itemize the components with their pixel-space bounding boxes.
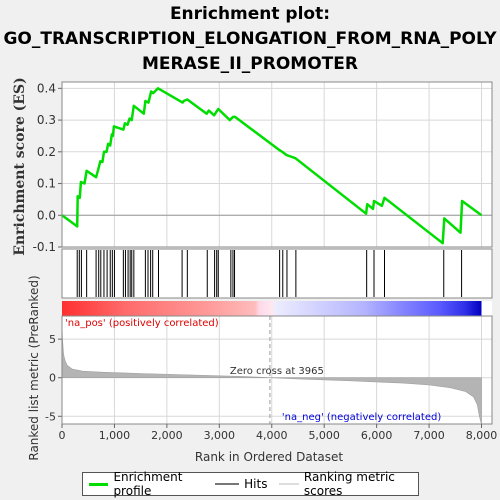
legend-label-ranking: Ranking metric scores <box>303 470 395 498</box>
es-ytick-label: 0.0 <box>37 208 56 222</box>
legend-swatch-profile <box>89 482 109 486</box>
legend-swatch-ranking <box>279 483 299 485</box>
metric-xtick-label: 6,000 <box>361 429 393 442</box>
metric-ytick-label: 5 <box>49 333 56 346</box>
metric-ytick-label: 0 <box>49 372 56 385</box>
es-panel-bg <box>62 82 492 247</box>
rank-color-bar-tail <box>481 301 492 316</box>
metric-panel-frame <box>61 315 493 425</box>
metric-xtick-label: 5,000 <box>308 429 340 442</box>
metric-xtick-label: 8,000 <box>466 429 498 442</box>
legend-item-profile: Enrichment profile <box>89 470 203 498</box>
metric-xtick-label: 7,000 <box>413 429 445 442</box>
legend-label-hits: Hits <box>244 477 268 491</box>
legend-label-profile: Enrichment profile <box>113 470 183 498</box>
metric-xtick-label: 2,000 <box>151 429 183 442</box>
es-ytick-label: -0.1 <box>33 240 56 254</box>
legend-item-hits: Hits <box>215 477 267 491</box>
legend-item-ranking: Ranking metric scores <box>279 470 412 498</box>
metric-panel-bg <box>62 316 492 424</box>
metric-xlabel: Rank in Ordered Dataset <box>195 450 343 464</box>
metric-xtick-label: 1,000 <box>99 429 131 442</box>
annotation-neg: 'na_neg' (negatively correlated) <box>282 412 441 423</box>
es-ytick-label: 0.1 <box>37 177 56 191</box>
es-panel-frame <box>61 81 493 248</box>
es-ytick-label: 0.3 <box>37 113 56 127</box>
metric-xtick-label: 3,000 <box>204 429 236 442</box>
metric-xtick-label: 4,000 <box>256 429 288 442</box>
chart-title: Enrichment plot: GO_TRANSCRIPTION_ELONGA… <box>0 2 500 77</box>
legend: Enrichment profile Hits Ranking metric s… <box>82 470 419 498</box>
title-line-1: Enrichment plot: <box>169 4 331 24</box>
es-ylabel: Enrichment score (ES) <box>12 77 28 255</box>
title-line-3: MERASE_II_PROMOTER <box>142 54 358 74</box>
legend-swatch-hits <box>215 483 240 485</box>
ranked-metric-area <box>61 323 482 425</box>
metric-ylabel: Ranked list metric (PreRanked) <box>27 275 41 460</box>
metric-ytick-label: -5 <box>45 410 56 423</box>
title-line-2: GO_TRANSCRIPTION_ELONGATION_FROM_RNA_POL… <box>3 29 497 49</box>
es-ytick-label: 0.4 <box>37 81 56 95</box>
es-ytick-label: 0.2 <box>37 145 56 159</box>
hits-panel-bg <box>61 248 493 299</box>
enrichment-profile-line <box>61 87 483 245</box>
rank-color-bar <box>62 301 482 316</box>
annotation-zero-cross: Zero cross at 3965 <box>230 366 324 377</box>
annotation-pos: 'na_pos' (positively correlated) <box>65 318 219 329</box>
metric-xtick-label: 0 <box>59 429 66 442</box>
